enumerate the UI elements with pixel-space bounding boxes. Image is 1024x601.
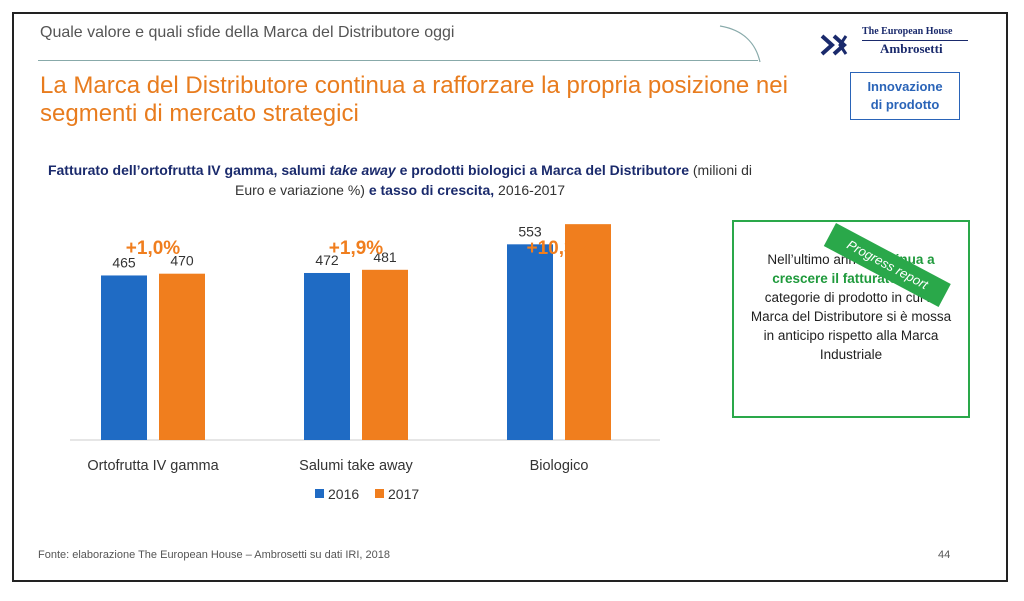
- company-logo: The European House Ambrosetti: [818, 26, 968, 62]
- badge-line-1: Innovazione: [867, 79, 943, 94]
- bar-chart: 465 470 Ortofrutta IV gamma +1,0% 472 481 Salu…: [70, 223, 660, 502]
- chart-subtitle: Fatturato dell’ortofrutta IV gamma, salu…: [40, 160, 760, 200]
- bar-2016: [101, 275, 147, 440]
- header-curve-decoration: [719, 25, 761, 63]
- source-footnote: Fonte: elaborazione The European House –…: [38, 549, 391, 561]
- logo-mark-icon: [820, 34, 848, 56]
- logo-text-bottom: Ambrosetti: [880, 41, 943, 56]
- bar-2016: [507, 244, 553, 440]
- page-number: 44: [938, 549, 951, 561]
- legend-label: 2016: [328, 486, 359, 502]
- logo-rule: [862, 40, 968, 41]
- data-label: 472: [315, 252, 339, 268]
- legend-swatch-2016: [315, 489, 324, 498]
- section-header: Quale valore e quali sfide della Marca d…: [40, 24, 455, 41]
- callout-text-1: Nell’ultimo anno: [767, 252, 868, 267]
- subtitle-part-6: 2016-2017: [494, 182, 565, 198]
- header-divider: [38, 60, 758, 61]
- logo-text-top: The European House: [862, 26, 953, 37]
- growth-label: +10,3%: [527, 238, 592, 259]
- data-label: 553: [518, 223, 542, 239]
- category-label: Salumi take away: [299, 458, 413, 474]
- callout-text: Nell’ultimo anno continua a crescere il …: [748, 250, 954, 364]
- growth-label: +1,9%: [329, 238, 384, 259]
- data-label: 470: [170, 253, 194, 269]
- growth-label: +1,0%: [126, 238, 181, 259]
- subtitle-part-1: Fatturato dell’ortofrutta IV gamma, salu…: [47, 162, 330, 178]
- data-label: 481: [373, 249, 397, 265]
- legend-label: 2017: [388, 486, 419, 502]
- data-label: 465: [112, 254, 136, 270]
- bar-2017: [159, 273, 205, 440]
- topic-badge: Innovazione di prodotto: [850, 72, 960, 120]
- bar-2017: [565, 224, 611, 440]
- slide-title: La Marca del Distributore continua a raf…: [40, 72, 788, 127]
- subtitle-part-4: (milioni di Euro e variazione %): [235, 162, 753, 198]
- bar-2016: [304, 272, 350, 440]
- category-label: Biologico: [530, 458, 589, 474]
- legend-swatch-2017: [375, 489, 384, 498]
- subtitle-part-5: e tasso di crescita,: [364, 182, 495, 198]
- badge-line-2: di prodotto: [870, 97, 940, 112]
- bar-2017: [362, 269, 408, 440]
- category-label: Ortofrutta IV gamma: [87, 458, 219, 474]
- subtitle-part-2: take away: [329, 162, 396, 178]
- subtitle-part-3: e prodotti biologici a Marca del Distrib…: [395, 162, 689, 178]
